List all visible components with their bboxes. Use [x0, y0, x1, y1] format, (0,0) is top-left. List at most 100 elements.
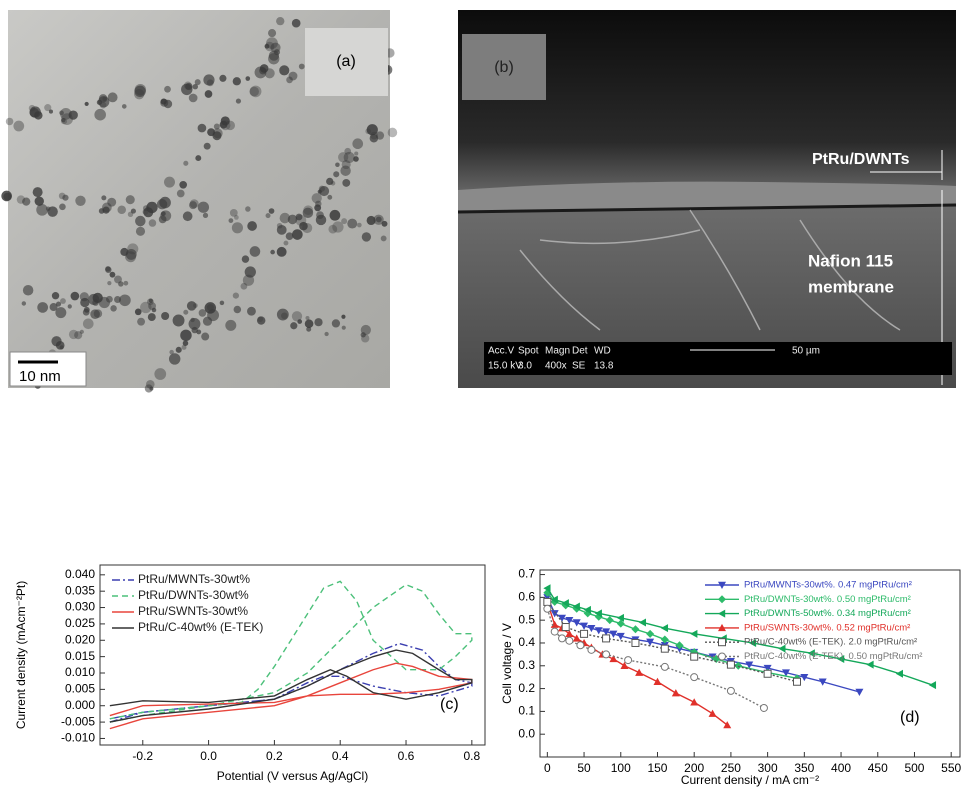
info-header: WD — [594, 346, 611, 357]
particle — [177, 190, 185, 198]
info-value: 400x — [545, 361, 567, 372]
particle — [169, 353, 180, 364]
marker — [690, 630, 697, 638]
info-value: SE — [572, 361, 586, 372]
particle — [277, 247, 287, 257]
x-tick-label: 500 — [904, 761, 924, 775]
marker — [603, 651, 610, 658]
particle — [100, 102, 107, 109]
particle — [250, 86, 262, 98]
particle — [33, 187, 43, 197]
particle — [286, 232, 294, 240]
particle — [367, 124, 378, 135]
particle — [219, 75, 226, 82]
series-line — [110, 663, 472, 728]
x-tick-label: 0.4 — [332, 749, 349, 763]
figure: (a) 10 nm (b) PtRu/DWNTs Nafion 115 memb… — [0, 0, 968, 789]
particle — [36, 204, 48, 216]
particle — [164, 177, 175, 188]
particle — [191, 327, 197, 333]
particle — [205, 302, 216, 313]
particle — [324, 332, 328, 336]
particle — [68, 304, 72, 308]
particle — [236, 98, 241, 103]
particle — [75, 196, 85, 206]
marker — [573, 634, 581, 641]
particle — [183, 161, 188, 166]
legend-label: PtRu/C-40wt% (E-TEK) — [138, 620, 263, 634]
legend-label: PtRu/DWNTs-50wt%. 0.34 mgPtRu/cm² — [744, 608, 911, 619]
y-axis-label: Cell voltage / V — [500, 623, 514, 704]
particle — [148, 313, 156, 321]
particle — [266, 213, 271, 218]
x-tick-label: 450 — [868, 761, 888, 775]
particle — [52, 292, 59, 299]
panel-label: (d) — [900, 709, 920, 726]
particle — [277, 309, 289, 321]
particle — [274, 49, 280, 55]
particle — [136, 227, 145, 236]
particle — [289, 72, 298, 81]
marker — [646, 630, 654, 638]
particle — [225, 320, 236, 331]
particle — [152, 308, 157, 313]
info-value: 3.0 — [518, 361, 532, 372]
panel-label: (b) — [494, 59, 514, 76]
marker — [661, 645, 668, 652]
particle — [94, 309, 102, 317]
particle — [179, 181, 187, 189]
y-tick-label: 0.025 — [65, 616, 95, 630]
particle — [327, 195, 332, 200]
particle — [6, 118, 14, 126]
particle — [347, 219, 357, 229]
particle — [120, 248, 128, 256]
particle — [332, 319, 340, 327]
particle — [292, 19, 301, 28]
particle — [180, 330, 191, 341]
particle — [303, 205, 313, 215]
particle — [30, 106, 41, 117]
particle — [297, 319, 302, 324]
marker — [635, 669, 643, 676]
particle — [314, 204, 321, 211]
marker — [896, 670, 903, 678]
marker — [588, 646, 595, 653]
marker — [606, 616, 614, 624]
marker — [719, 639, 726, 646]
marker — [691, 674, 698, 681]
particle — [265, 68, 275, 78]
particle — [233, 77, 241, 85]
x-tick-label: 0.6 — [398, 749, 415, 763]
particle — [269, 208, 275, 214]
y-tick-label: 0.005 — [65, 682, 95, 696]
y-tick-label: 0.1 — [518, 704, 535, 718]
particle — [183, 340, 189, 346]
particle — [333, 171, 339, 177]
particle — [198, 202, 209, 213]
marker — [577, 642, 584, 649]
particle — [193, 303, 198, 308]
x-tick-label: 550 — [941, 761, 961, 775]
info-header: Det — [572, 346, 588, 357]
particle — [335, 162, 340, 167]
particle — [265, 44, 270, 49]
particle — [118, 281, 123, 286]
series-line — [110, 644, 472, 723]
particle — [316, 211, 324, 219]
particle — [381, 236, 387, 242]
particle — [128, 212, 133, 217]
legend-label: PtRu/MWNTs-30wt%. 0.47 mgPtRu/cm² — [744, 580, 912, 591]
marker — [544, 605, 551, 612]
particle — [220, 121, 228, 129]
particle — [328, 225, 337, 234]
particle — [189, 201, 197, 209]
particle — [164, 86, 171, 93]
particle — [80, 330, 84, 334]
particle — [245, 206, 250, 211]
x-tick-label: 100 — [611, 761, 631, 775]
particle — [22, 301, 26, 305]
particle — [361, 332, 366, 337]
y-tick-label: 0.000 — [65, 698, 95, 712]
series-line — [110, 650, 472, 722]
marker — [631, 625, 639, 633]
